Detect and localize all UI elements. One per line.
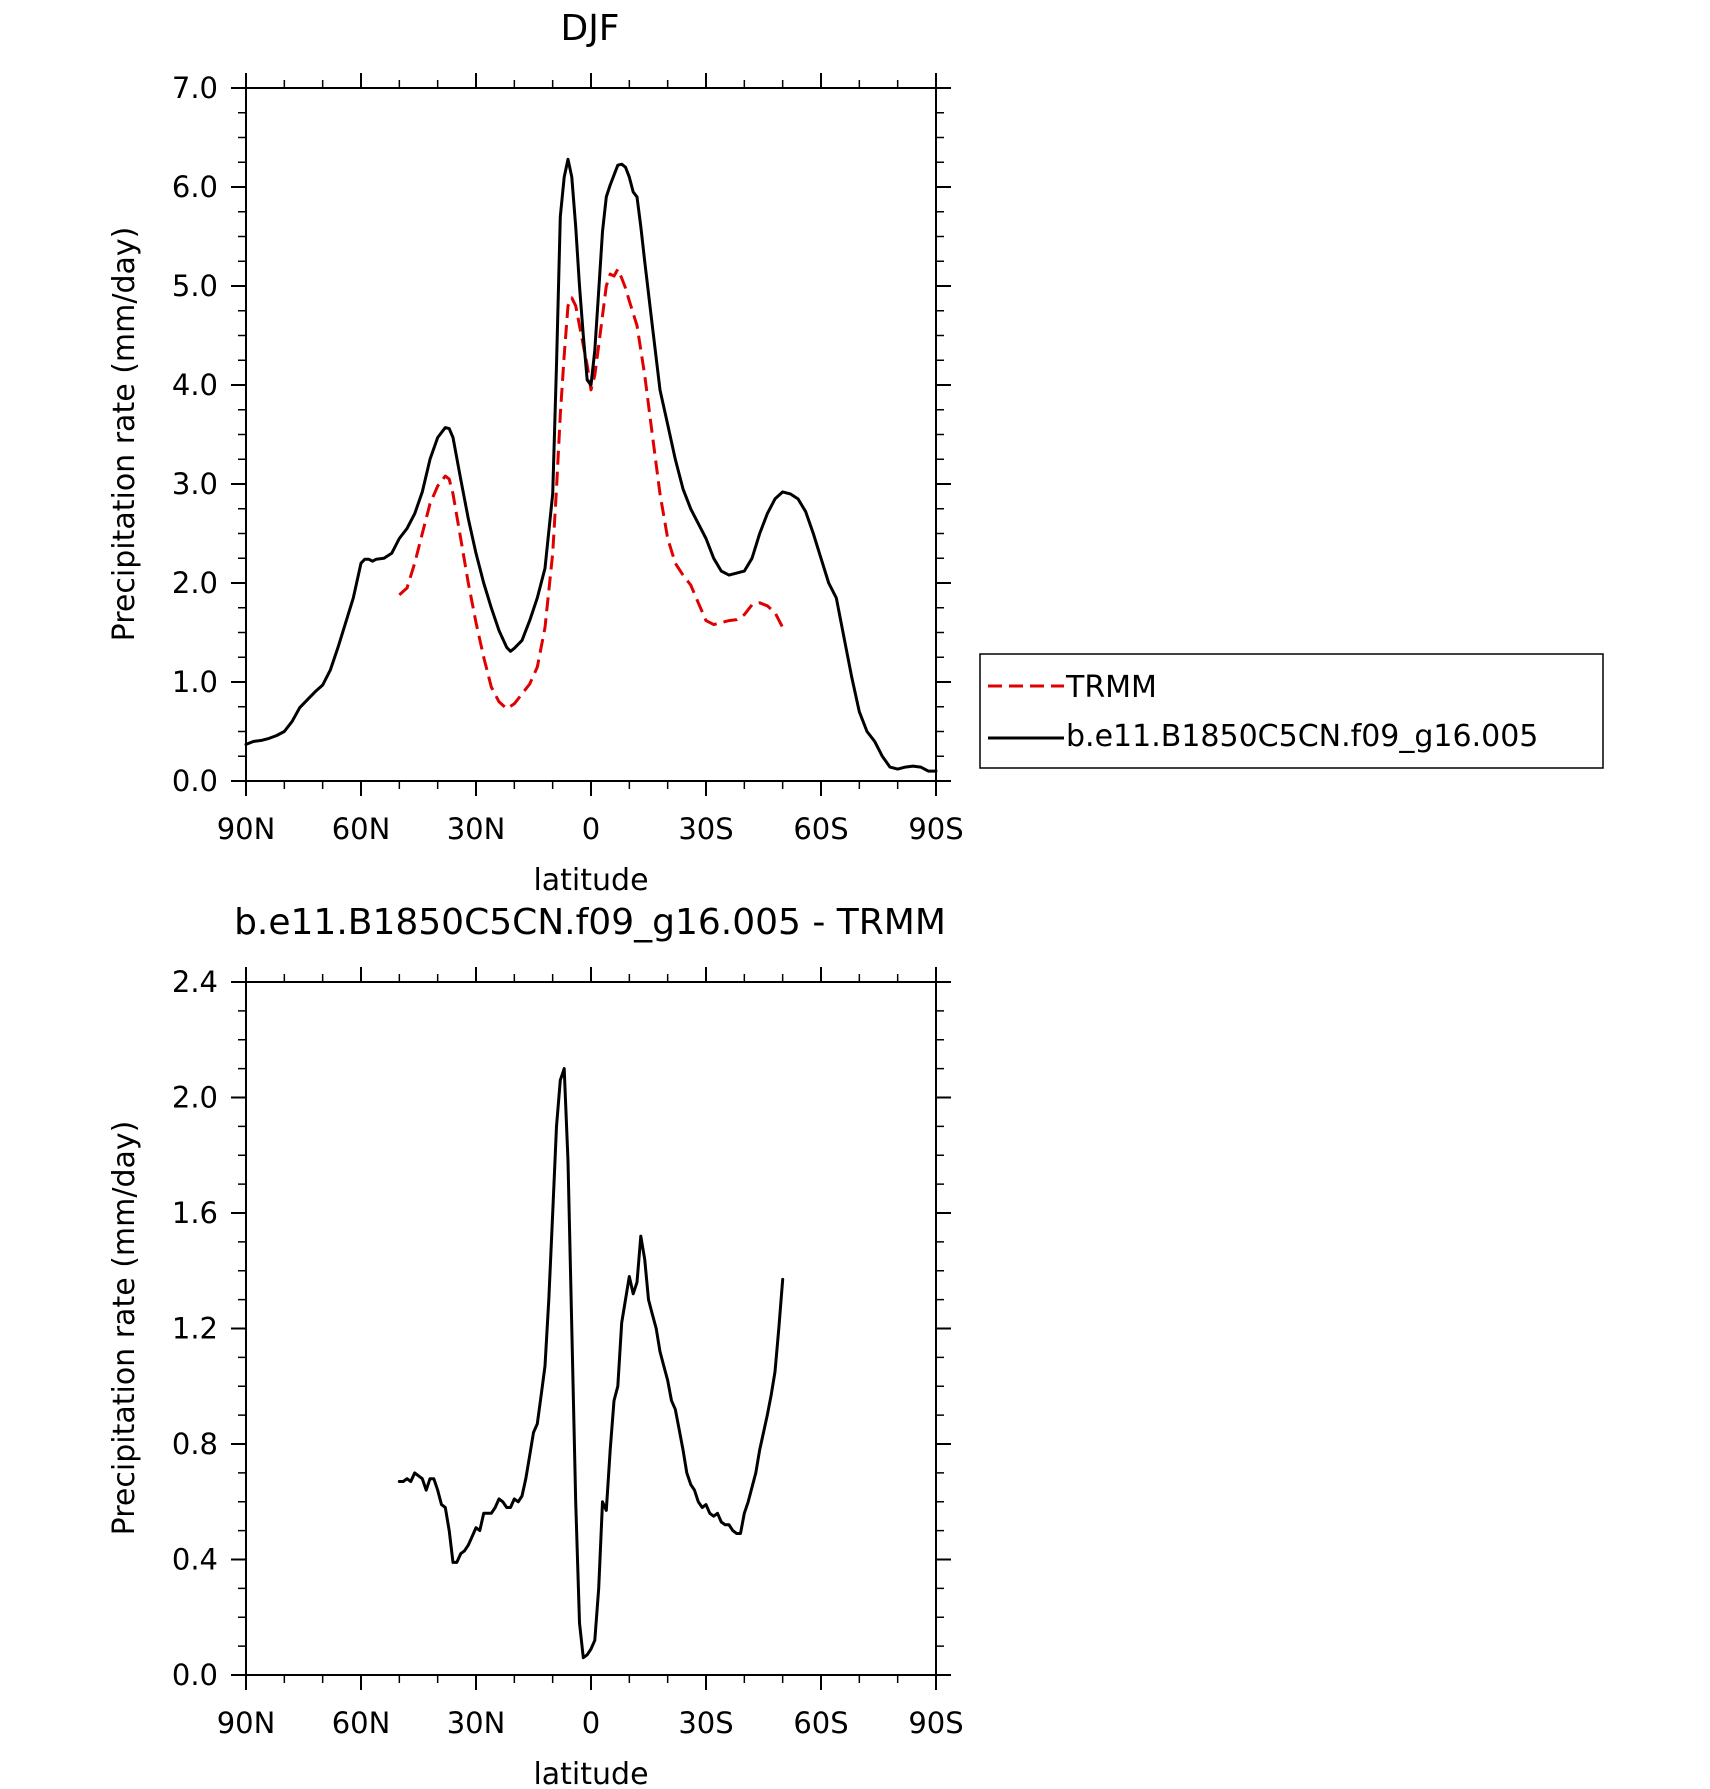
- bottom-ticks: [231, 967, 951, 1690]
- bottom-plot-frame: [245, 981, 937, 1676]
- x-tick-label: 60S: [793, 812, 848, 846]
- x-tick-label: 90N: [217, 1706, 276, 1740]
- top-y-tick-labels: 0.0 1.0 2.0 3.0 4.0 5.0 6.0 7.0: [172, 71, 218, 798]
- y-tick-label: 5.0: [172, 269, 218, 303]
- x-tick-label: 30N: [447, 812, 506, 846]
- x-tick-label: 90N: [217, 812, 276, 846]
- series-line-0: [398, 267, 785, 711]
- y-tick-label: 6.0: [172, 170, 218, 204]
- y-tick-label: 1.0: [172, 665, 218, 699]
- y-tick-label: 0.8: [172, 1427, 218, 1461]
- bottom-x-tick-labels: 90N 60N 30N 0 30S 60S 90S: [217, 1706, 964, 1740]
- legend-label-trmm: TRMM: [1065, 670, 1157, 705]
- x-tick-label: 30S: [678, 1706, 733, 1740]
- x-tick-label: 60N: [332, 812, 391, 846]
- top-x-tick-labels: 90N 60N 30N 0 30S 60S 90S: [217, 812, 964, 846]
- y-tick-label: 4.0: [172, 368, 218, 402]
- y-tick-label: 0.0: [172, 764, 218, 798]
- top-y-axis-label: Precipitation rate (mm/day): [107, 227, 142, 642]
- bottom-x-axis-label: latitude: [533, 1757, 648, 1789]
- bottom-series-lines: [397, 1067, 785, 1660]
- series-line-0: [397, 1067, 785, 1660]
- top-ticks: [231, 73, 951, 796]
- y-tick-label: 0.4: [172, 1543, 218, 1577]
- bottom-y-tick-labels: 0.0 0.4 0.8 1.2 1.6 2.0 2.4: [172, 965, 218, 1692]
- y-tick-label: 2.4: [172, 965, 218, 999]
- y-tick-label: 2.0: [172, 566, 218, 600]
- y-tick-label: 7.0: [172, 71, 218, 105]
- x-tick-label: 90S: [908, 812, 963, 846]
- series-line-1: [244, 157, 938, 773]
- bottom-chart-title: b.e11.B1850C5CN.f09_g16.005 - TRMM: [234, 902, 946, 943]
- y-tick-label: 1.6: [172, 1196, 218, 1230]
- top-x-axis-label: latitude: [533, 863, 648, 898]
- legend-label-model: b.e11.B1850C5CN.f09_g16.005: [1066, 719, 1538, 754]
- x-tick-label: 90S: [908, 1706, 963, 1740]
- bottom-panel: b.e11.B1850C5CN.f09_g16.005 - TRMM 90N 60…: [107, 902, 964, 1789]
- x-tick-label: 0: [582, 812, 600, 846]
- y-tick-label: 1.2: [172, 1312, 218, 1346]
- top-series-lines: [244, 157, 938, 773]
- x-tick-label: 0: [582, 1706, 600, 1740]
- y-tick-label: 2.0: [172, 1081, 218, 1115]
- legend: TRMM b.e11.B1850C5CN.f09_g16.005: [979, 653, 1604, 769]
- bottom-y-axis-label: Precipitation rate (mm/day): [107, 1121, 142, 1536]
- x-tick-label: 60N: [332, 1706, 391, 1740]
- x-tick-label: 30S: [678, 812, 733, 846]
- legend-box: [979, 653, 1604, 769]
- y-tick-label: 3.0: [172, 467, 218, 501]
- x-tick-label: 30N: [447, 1706, 506, 1740]
- x-tick-label: 60S: [793, 1706, 848, 1740]
- y-tick-label: 0.0: [172, 1658, 218, 1692]
- top-panel: DJF 90N 60N 30N 0 30S 60S 90S 0.0 1.0 2.0 3.0 4.0 5…: [107, 8, 1604, 898]
- top-plot-frame: [245, 87, 937, 782]
- top-chart-title: DJF: [560, 8, 619, 49]
